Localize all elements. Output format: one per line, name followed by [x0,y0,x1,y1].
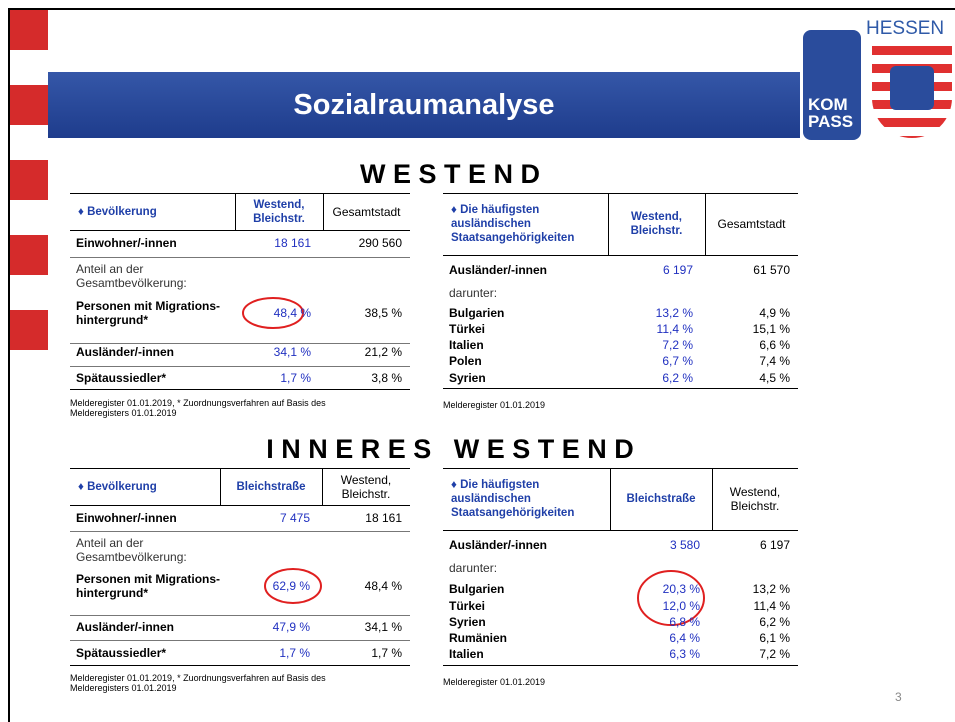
value-area: 6 197 [608,254,693,286]
value-compare: 3,8 % [323,362,402,394]
header-compare: Gesamtstadt [323,193,410,230]
row-label: Anteil an der Gesamtbevölkerung: [76,534,226,566]
header-area: Westend, Bleichstr. [235,193,323,230]
table-note: Melderegister 01.01.2019, * Zuordnungsve… [70,398,370,418]
row-label: Italien [449,638,619,670]
value-compare: 48,4 % [322,570,402,602]
slide: Sozialraumanalyse HESSEN KOMPASS 3 W E S… [0,0,955,722]
value-compare: 7,2 % [712,638,790,670]
section-heading: W E S T E N D [150,159,750,190]
value-area: 62,9 % [220,570,310,602]
table-note: Melderegister 01.01.2019, * Zuordnungsve… [70,673,370,693]
row-label: Personen mit Migrations- hintergrund* [76,570,226,602]
header-compare: Westend, Bleichstr. [712,468,798,530]
row-label: Personen mit Migrations- hintergrund* [76,297,226,329]
header-label: ♦ Die häufigsten ausländischen Staatsang… [451,193,600,255]
value-compare: 6 197 [712,529,790,561]
row-label: Syrien [449,362,619,394]
value-area: 6,3 % [610,638,700,670]
header-compare: Westend, Bleichstr. [322,468,410,505]
value-area: 6,2 % [608,362,693,394]
value-compare: 18 161 [322,502,402,534]
value-area: 3 580 [610,529,700,561]
section-heading: I N N E R E S W E S T E N D [150,434,750,465]
header-area: Westend, Bleichstr. [608,193,705,255]
row-label: Anteil an der Gesamtbevölkerung: [76,260,226,292]
value-area: 1,7 % [235,362,311,394]
header-compare: Gesamtstadt [705,193,798,255]
header-label: ♦ Bevölkerung [78,468,212,505]
header-label: ♦ Die häufigsten ausländischen Staatsang… [451,468,602,530]
table-note: Melderegister 01.01.2019 [443,677,743,687]
value-compare: 4,5 % [705,362,790,394]
row-label: Spätaussiedler* [76,637,226,669]
header-area: Bleichstraße [220,468,322,505]
header-label: ♦ Bevölkerung [78,193,227,230]
header-area: Bleichstraße [610,468,712,530]
value-compare: 290 560 [323,227,402,259]
row-label: Einwohner/-innen [76,502,226,534]
value-area: 48,4 % [235,297,311,329]
value-area: 18 161 [235,227,311,259]
row-label: Spätaussiedler* [76,362,226,394]
value-compare: 1,7 % [322,637,402,669]
value-area: 7 475 [220,502,310,534]
table-note: Melderegister 01.01.2019 [443,400,743,410]
value-area: 1,7 % [220,637,310,669]
value-compare: 61 570 [705,254,790,286]
value-compare: 38,5 % [323,297,402,329]
row-label: Einwohner/-innen [76,227,226,259]
